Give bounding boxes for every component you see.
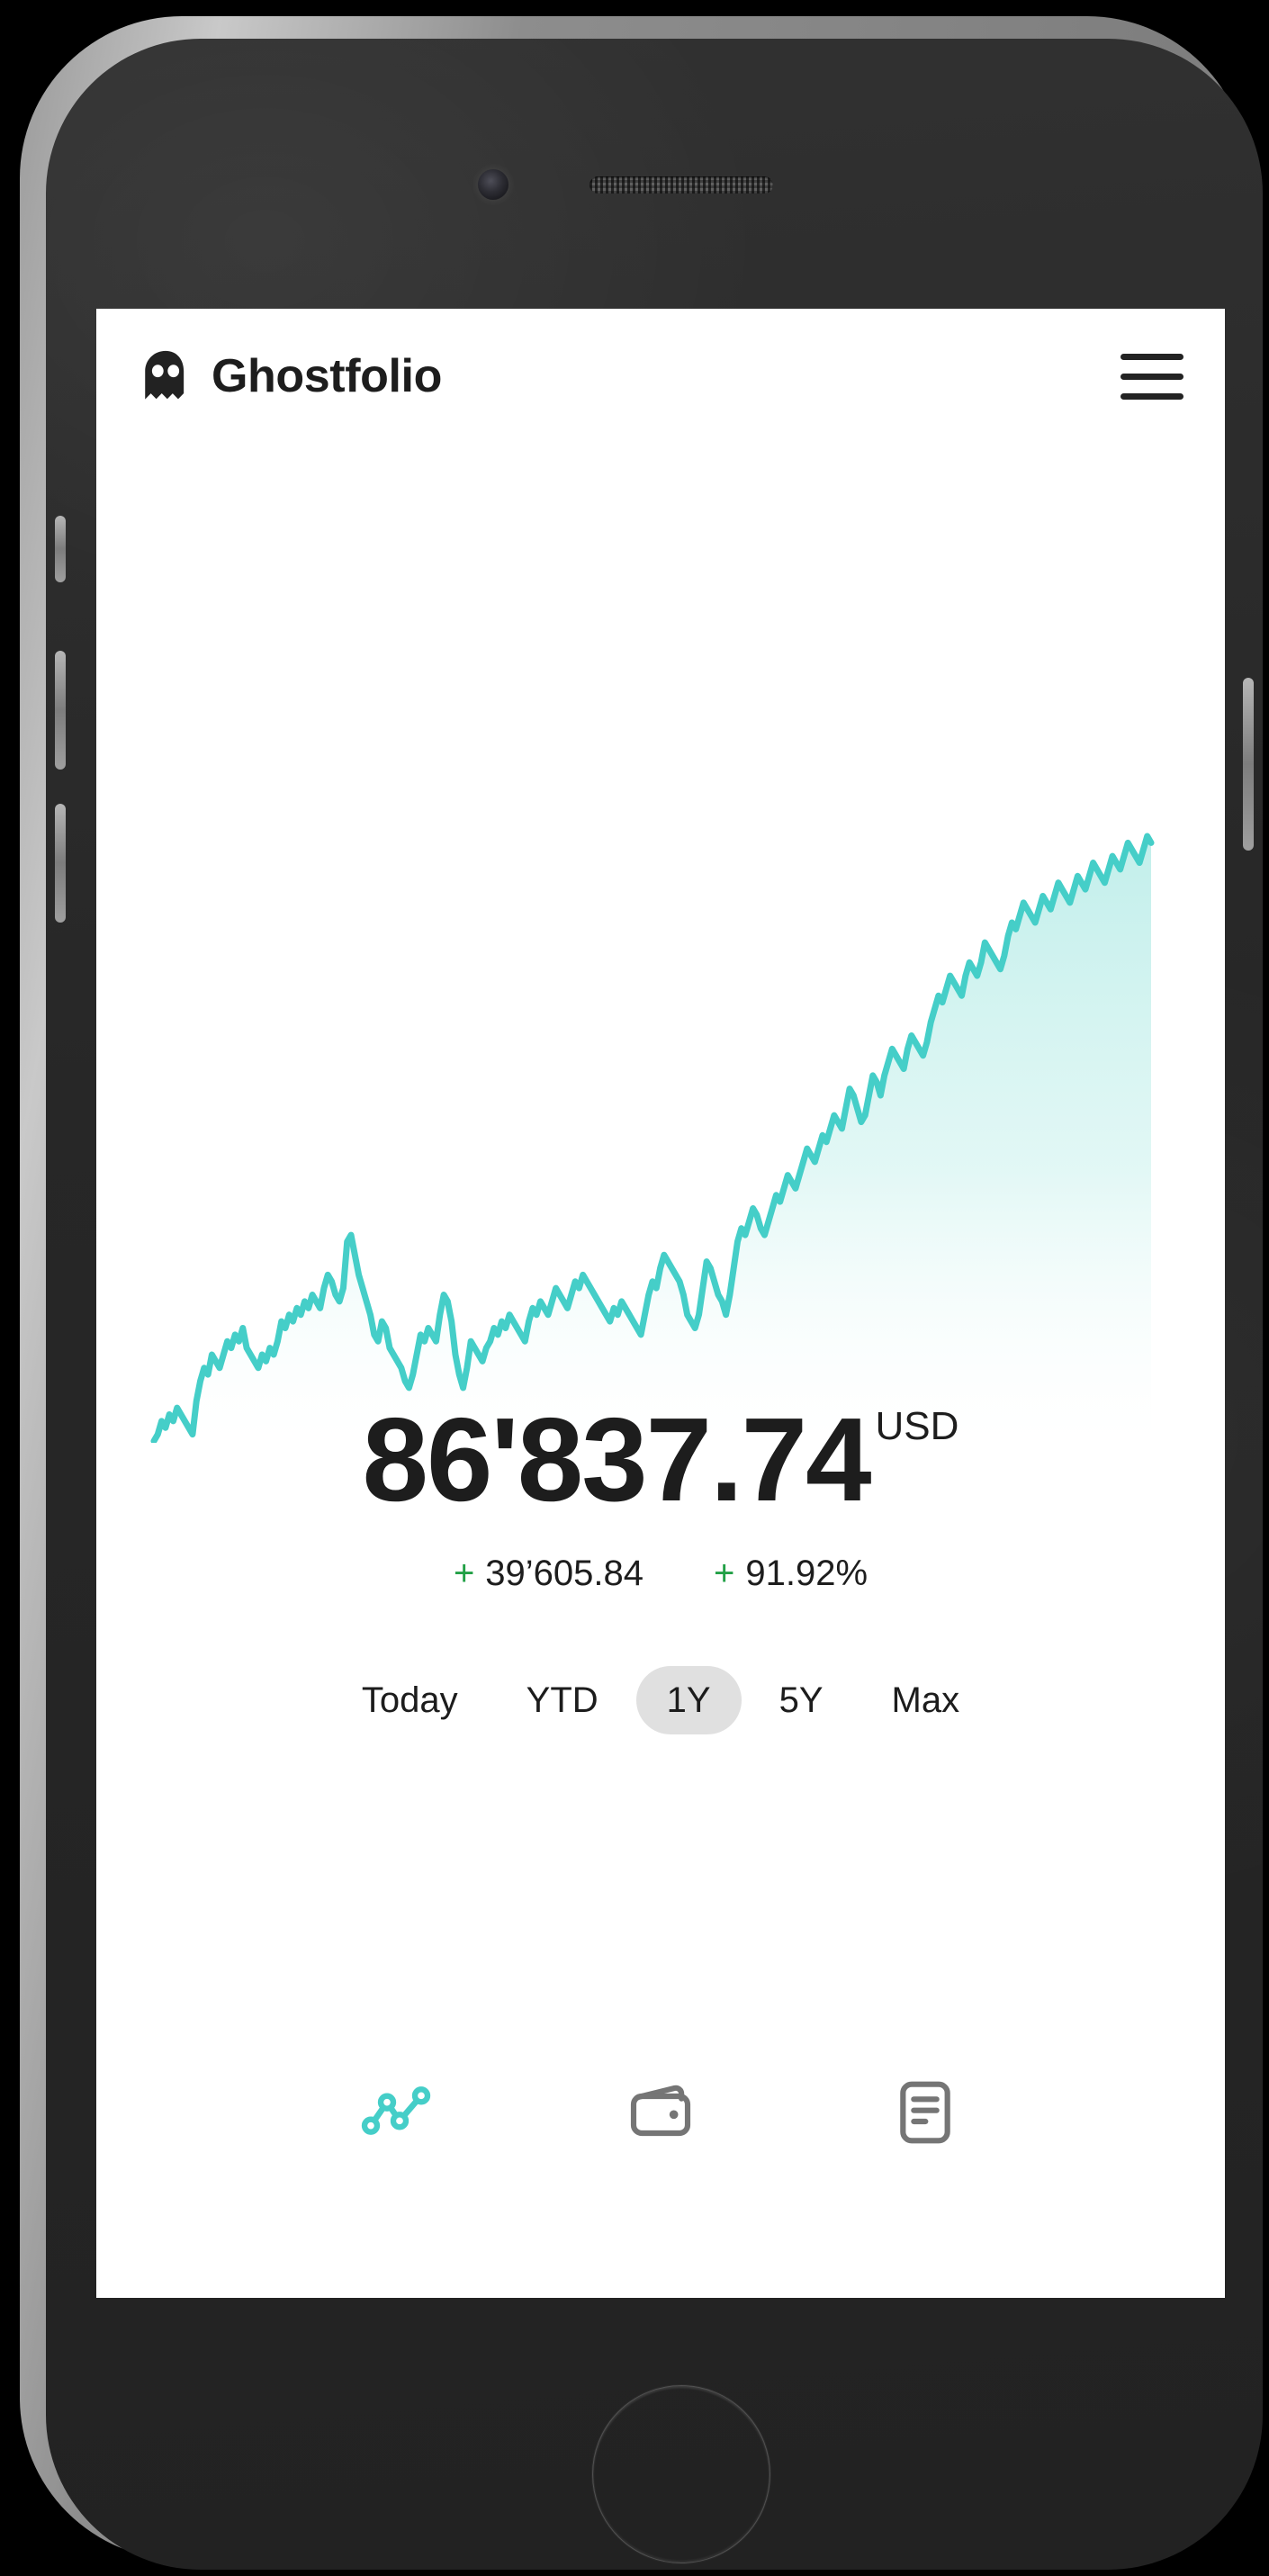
phone-screen: Ghostfolio (96, 309, 1225, 2298)
portfolio-currency: USD (875, 1404, 959, 1448)
range-tab-5y[interactable]: 5Y (778, 1680, 824, 1720)
power-button[interactable] (1243, 678, 1254, 851)
page-title: Ghostfolio (212, 350, 442, 402)
nav-item-overview[interactable] (346, 2064, 446, 2165)
menu-line-1 (1120, 353, 1184, 360)
range-tab-max[interactable]: Max (891, 1680, 960, 1720)
brand[interactable]: Ghostfolio (138, 348, 442, 404)
nav-item-activities[interactable] (875, 2064, 976, 2165)
nav-item-portfolio[interactable] (610, 2064, 711, 2165)
range-tab-1y[interactable]: 1Y (635, 1666, 742, 1734)
change-percent: + 91.92% (714, 1554, 868, 1594)
hamburger-menu-icon[interactable] (1119, 343, 1185, 410)
document-icon (889, 2076, 961, 2153)
portfolio-value: 86'837.74 (362, 1393, 872, 1526)
chart-line (150, 833, 1155, 1443)
menu-line-3 (1120, 392, 1184, 400)
change-percent-value: 91.92% (745, 1553, 868, 1593)
home-button[interactable] (592, 2385, 770, 2563)
phone-frame: Ghostfolio (20, 16, 1263, 2570)
change-percent-sign: + (714, 1553, 735, 1593)
volume-up-button[interactable] (55, 651, 66, 770)
range-tab-ytd[interactable]: YTD (526, 1680, 598, 1720)
silent-switch-button[interactable] (55, 516, 66, 582)
change-absolute-value: 39’605.84 (485, 1553, 644, 1593)
portfolio-value-block: 86'837.74 USD + 39’605.84 + 91.92% (96, 1393, 1225, 1594)
volume-down-button[interactable] (55, 804, 66, 923)
portfolio-change-row: + 39’605.84 + 91.92% (96, 1554, 1225, 1594)
bottom-navigation (96, 2064, 1225, 2165)
portfolio-value-row: 86'837.74 USD (96, 1393, 1225, 1526)
front-camera-icon (478, 169, 508, 200)
phone-body: Ghostfolio (46, 39, 1263, 2570)
change-absolute-sign: + (453, 1553, 475, 1593)
app-header: Ghostfolio (96, 309, 1225, 444)
menu-line-2 (1120, 373, 1184, 380)
line-chart-icon (360, 2076, 432, 2153)
range-tab-today[interactable]: Today (361, 1680, 458, 1720)
change-absolute: + 39’605.84 (454, 1554, 644, 1594)
portfolio-performance-chart[interactable] (96, 813, 1225, 1443)
wallet-icon (625, 2076, 697, 2153)
date-range-tabs: Today YTD 1Y 5Y Max (96, 1666, 1225, 1734)
chart-area-fill (154, 836, 1151, 1443)
ghost-icon (138, 348, 194, 404)
earpiece-speaker-icon (590, 176, 773, 194)
